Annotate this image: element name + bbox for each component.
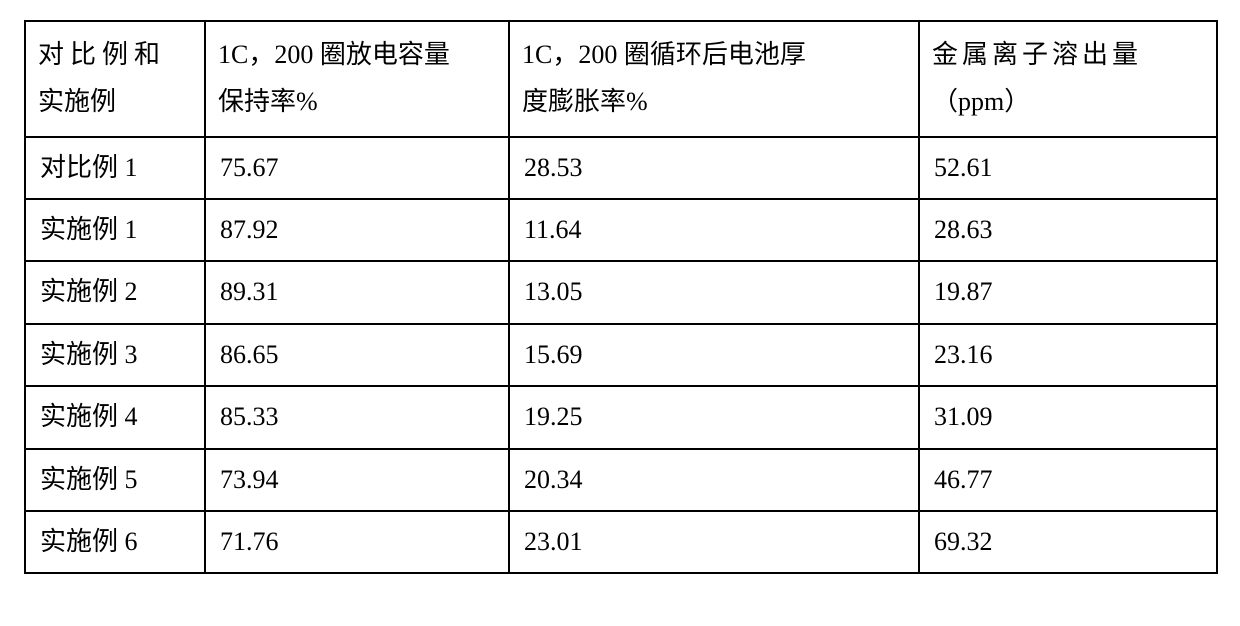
table-row: 实施例 3 86.65 15.69 23.16 bbox=[25, 324, 1217, 386]
page: 对比例和 实施例 1C，200 圈放电容量 保持率% 1C，200 圈循环后电池… bbox=[0, 0, 1240, 594]
cell-thickness: 13.05 bbox=[509, 261, 919, 323]
cell-label: 对比例 1 bbox=[25, 137, 205, 199]
cell-thickness: 11.64 bbox=[509, 199, 919, 261]
cell-label: 实施例 6 bbox=[25, 511, 205, 573]
cell-thickness: 15.69 bbox=[509, 324, 919, 386]
col-header-metal-ion-line2: （ppm） bbox=[932, 87, 1030, 116]
cell-thickness: 19.25 bbox=[509, 386, 919, 448]
cell-label: 实施例 3 bbox=[25, 324, 205, 386]
col-header-thickness: 1C，200 圈循环后电池厚 度膨胀率% bbox=[509, 21, 919, 137]
cell-thickness: 20.34 bbox=[509, 449, 919, 511]
table-row: 实施例 6 71.76 23.01 69.32 bbox=[25, 511, 1217, 573]
cell-capacity: 89.31 bbox=[205, 261, 509, 323]
cell-label: 实施例 1 bbox=[25, 199, 205, 261]
cell-capacity: 71.76 bbox=[205, 511, 509, 573]
cell-metal-ion: 31.09 bbox=[919, 386, 1217, 448]
col-header-metal-ion: 金属离子溶出量 （ppm） bbox=[919, 21, 1217, 137]
col-header-capacity-line1: 1C，200 圈放电容量 bbox=[218, 40, 450, 69]
col-header-thickness-line2: 度膨胀率% bbox=[522, 87, 648, 116]
col-header-thickness-line1: 1C，200 圈循环后电池厚 bbox=[522, 40, 806, 69]
cell-capacity: 73.94 bbox=[205, 449, 509, 511]
cell-label: 实施例 4 bbox=[25, 386, 205, 448]
table-row: 实施例 1 87.92 11.64 28.63 bbox=[25, 199, 1217, 261]
table-row: 实施例 5 73.94 20.34 46.77 bbox=[25, 449, 1217, 511]
table-row: 实施例 4 85.33 19.25 31.09 bbox=[25, 386, 1217, 448]
cell-metal-ion: 23.16 bbox=[919, 324, 1217, 386]
col-header-capacity-line2: 保持率% bbox=[218, 87, 318, 116]
cell-metal-ion: 69.32 bbox=[919, 511, 1217, 573]
cell-capacity: 87.92 bbox=[205, 199, 509, 261]
data-table: 对比例和 实施例 1C，200 圈放电容量 保持率% 1C，200 圈循环后电池… bbox=[24, 20, 1218, 574]
col-header-example-line2: 实施例 bbox=[38, 87, 116, 116]
table-row: 实施例 2 89.31 13.05 19.87 bbox=[25, 261, 1217, 323]
col-header-example-line1: 对比例和 bbox=[38, 40, 166, 69]
cell-capacity: 85.33 bbox=[205, 386, 509, 448]
cell-capacity: 86.65 bbox=[205, 324, 509, 386]
cell-label: 实施例 2 bbox=[25, 261, 205, 323]
cell-thickness: 23.01 bbox=[509, 511, 919, 573]
col-header-capacity: 1C，200 圈放电容量 保持率% bbox=[205, 21, 509, 137]
cell-metal-ion: 19.87 bbox=[919, 261, 1217, 323]
col-header-example: 对比例和 实施例 bbox=[25, 21, 205, 137]
col-header-metal-ion-line1: 金属离子溶出量 bbox=[932, 40, 1142, 69]
cell-metal-ion: 52.61 bbox=[919, 137, 1217, 199]
cell-label: 实施例 5 bbox=[25, 449, 205, 511]
cell-metal-ion: 28.63 bbox=[919, 199, 1217, 261]
cell-metal-ion: 46.77 bbox=[919, 449, 1217, 511]
table-row: 对比例 1 75.67 28.53 52.61 bbox=[25, 137, 1217, 199]
table-header-row: 对比例和 实施例 1C，200 圈放电容量 保持率% 1C，200 圈循环后电池… bbox=[25, 21, 1217, 137]
cell-thickness: 28.53 bbox=[509, 137, 919, 199]
cell-capacity: 75.67 bbox=[205, 137, 509, 199]
